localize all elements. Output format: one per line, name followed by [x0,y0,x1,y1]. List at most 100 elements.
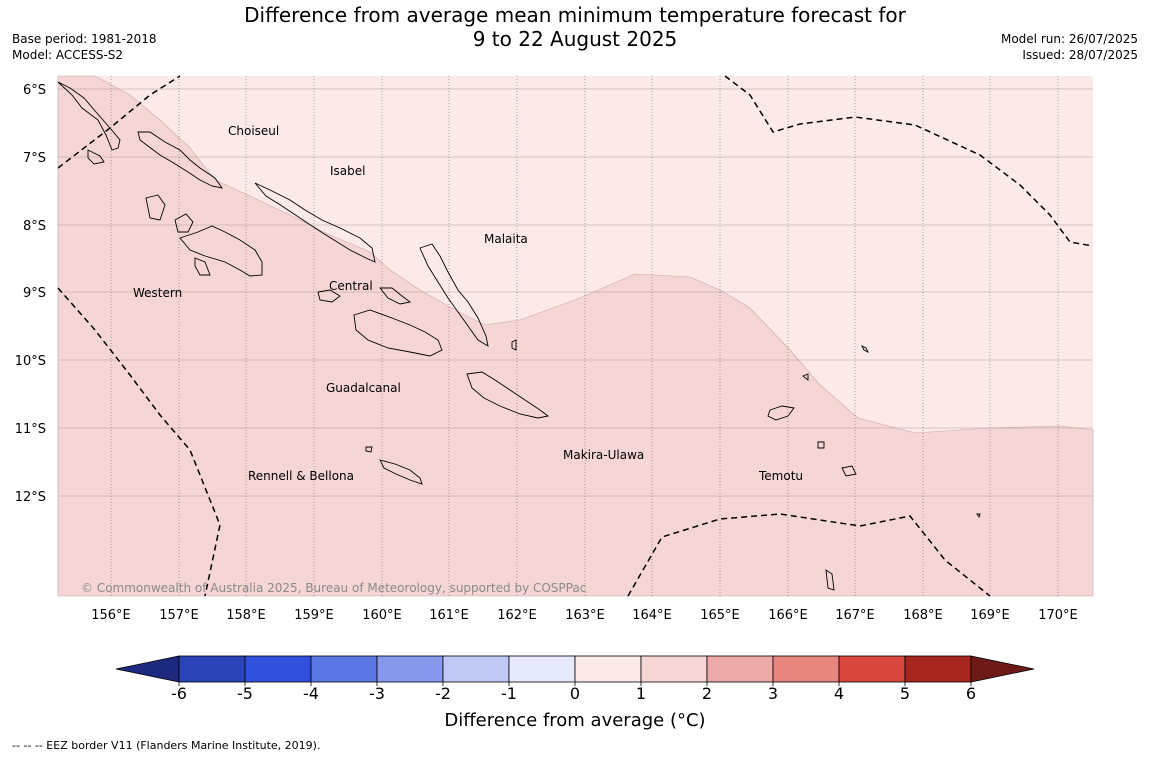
colorbar-segment [772,655,840,683]
bellona-island [365,446,373,453]
title-line-2: 9 to 22 August 2025 [472,27,678,51]
isabel-island [254,182,376,263]
utupua-island [817,441,825,449]
province-label-western: Western [133,286,182,300]
western-island-south [194,257,211,276]
santa-cruz-island [767,405,795,421]
province-labels: Choiseul Isabel Malaita Western Central … [133,124,803,483]
colorbar-tick-label: -6 [171,684,187,703]
colorbar-tick-label: -3 [369,684,385,703]
colorbar-segment [640,655,708,683]
lon-label: 168°E [903,608,943,623]
colorbar-segment [244,655,312,683]
colorbar-tick-label: 6 [966,684,976,703]
province-label-isabel: Isabel [330,164,365,178]
colorbar-arrow-low [115,655,180,683]
lon-label: 169°E [970,608,1010,623]
title-line-1: Difference from average mean minimum tem… [244,3,906,27]
coastlines [57,81,981,591]
meta-left: Base period: 1981-2018 Model: ACCESS-S2 [12,31,157,63]
province-label-malaita: Malaita [484,232,528,246]
choiseul-island [137,131,224,189]
eez-borders [57,75,1094,597]
colorbar-segment [706,655,774,683]
eez-border-sw [57,287,221,597]
eez-footnote: -- -- -- EEZ border V11 (Flanders Marine… [12,739,321,752]
colorbar-tick-label: 3 [768,684,778,703]
colorbar-tick-label: -4 [303,684,319,703]
colorbar-tick-label: 2 [702,684,712,703]
province-label-central: Central [329,279,373,293]
colorbar-segment [574,655,642,683]
lat-label: 12°S [15,490,46,505]
base-period: Base period: 1981-2018 [12,32,157,46]
lon-label: 156°E [91,608,131,623]
lon-label: 157°E [159,608,199,623]
colorbar-label: Difference from average (°C) [444,710,706,731]
ulawa-island [511,339,517,351]
colorbar-tick-label: 4 [834,684,844,703]
latitude-labels: 6°S 7°S 8°S 9°S 10°S 11°S 12°S [15,83,46,505]
colorbar-arrow-high [970,655,1035,683]
colorbar-segment [310,655,378,683]
lat-label: 10°S [15,354,46,369]
longitude-labels: 156°E 157°E 158°E 159°E 160°E 161°E 162°E 163°E… [91,608,1078,623]
lon-label: 170°E [1038,608,1078,623]
lon-label: 161°E [429,608,469,623]
lon-label: 162°E [497,608,537,623]
bougainville-island [57,81,121,151]
copyright-watermark: © Commonwealth of Australia 2025, Bureau… [81,581,586,595]
lat-label: 6°S [23,83,46,98]
lon-label: 166°E [768,608,808,623]
graticule [58,76,1093,596]
colorbar-tick-label: 5 [900,684,910,703]
lat-label: 7°S [23,151,46,166]
colorbar-segment [178,655,246,683]
colorbar-tick-label: -1 [501,684,517,703]
lat-label: 8°S [23,219,46,234]
vanikoro-island [841,465,857,477]
issued-date: Issued: 28/07/2025 [1022,48,1138,62]
island-near-bougainville [87,149,105,165]
province-label-guadalcanal: Guadalcanal [326,381,401,395]
western-islands-cluster [179,225,263,277]
colorbar-segment [508,655,576,683]
reef-islands [802,373,809,381]
map-title: Difference from average mean minimum tem… [230,3,920,51]
colorbar-tick-label: 1 [636,684,646,703]
guadalcanal-island [353,309,443,357]
province-label-choiseul: Choiseul [228,124,279,138]
province-label-temotu: Temotu [758,469,803,483]
colorbar-segment [904,655,972,683]
colorbar-segment [376,655,444,683]
tikopia-island [825,569,835,591]
meta-right: Model run: 26/07/2025 Issued: 28/07/2025 [1001,31,1138,63]
colorbar-segment [442,655,510,683]
colorbar-segment [838,655,906,683]
lat-label: 11°S [15,422,46,437]
province-label-rennell-bellona: Rennell & Bellona [248,469,354,483]
florida-islands [317,289,341,303]
lon-label: 164°E [632,608,672,623]
kolombangara-island [174,213,194,233]
model-run: Model run: 26/07/2025 [1000,32,1138,46]
colorbar-tick-label: -5 [237,684,253,703]
rennell-island [379,459,423,485]
model-name: Model: ACCESS-S2 [12,48,124,62]
colorbar-tick-label: -2 [435,684,451,703]
russell-islands [379,287,412,305]
lat-label: 9°S [23,286,46,301]
colorbar-tick-label: 0 [570,684,580,703]
lon-label: 158°E [226,608,266,623]
duff-islands [860,344,870,354]
eez-border-nw [57,75,181,169]
malaita-island [419,243,489,347]
lon-label: 163°E [565,608,605,623]
province-label-makira-ulawa: Makira-Ulawa [563,448,644,462]
lon-label: 159°E [294,608,334,623]
anuta-island [976,513,981,519]
anomaly-region-1-to-2 [57,75,1094,597]
lon-label: 160°E [362,608,402,623]
eez-border-ne [724,75,1094,247]
